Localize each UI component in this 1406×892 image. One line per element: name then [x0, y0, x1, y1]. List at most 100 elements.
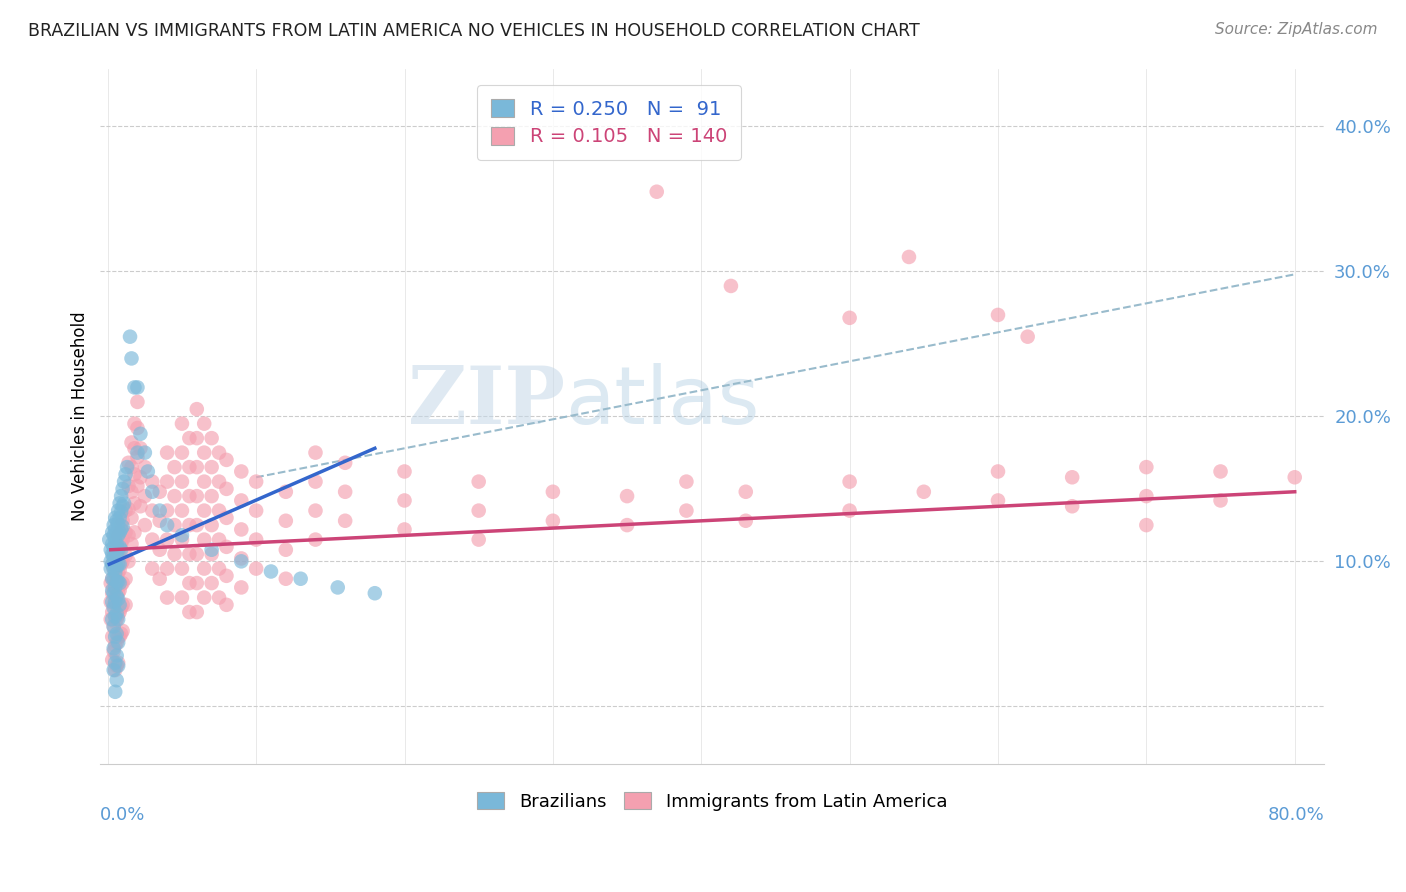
Point — [141, 561, 163, 575]
Point — [193, 533, 215, 547]
Point — [541, 484, 564, 499]
Point — [290, 572, 312, 586]
Point — [127, 380, 149, 394]
Point — [193, 561, 215, 575]
Point — [103, 518, 125, 533]
Point — [101, 525, 124, 540]
Point — [121, 460, 143, 475]
Point — [186, 489, 208, 503]
Point — [1135, 489, 1157, 503]
Point — [110, 523, 132, 537]
Point — [179, 547, 201, 561]
Point — [149, 514, 172, 528]
Point — [179, 489, 201, 503]
Point — [201, 518, 224, 533]
Point — [987, 308, 1010, 322]
Point — [117, 554, 139, 568]
Point — [134, 518, 156, 533]
Point — [149, 503, 172, 517]
Point — [104, 663, 127, 677]
Point — [104, 609, 127, 624]
Point — [103, 549, 125, 564]
Point — [231, 465, 253, 479]
Point — [110, 505, 132, 519]
Point — [101, 586, 124, 600]
Point — [108, 540, 131, 554]
Point — [108, 630, 131, 644]
Point — [105, 551, 128, 566]
Point — [149, 484, 172, 499]
Point — [114, 525, 136, 540]
Point — [1062, 500, 1084, 514]
Point — [107, 542, 129, 557]
Point — [107, 656, 129, 670]
Point — [156, 518, 179, 533]
Point — [394, 465, 416, 479]
Point — [103, 561, 125, 575]
Point — [208, 503, 231, 517]
Point — [141, 533, 163, 547]
Point — [104, 615, 127, 630]
Point — [675, 475, 697, 489]
Point — [105, 635, 128, 649]
Point — [101, 583, 124, 598]
Point — [124, 496, 146, 510]
Point — [179, 431, 201, 445]
Point — [170, 528, 193, 542]
Point — [134, 489, 156, 503]
Point — [103, 561, 125, 575]
Point — [103, 598, 125, 612]
Point — [1135, 460, 1157, 475]
Point — [105, 560, 128, 574]
Point — [104, 542, 127, 557]
Point — [124, 525, 146, 540]
Point — [1209, 465, 1232, 479]
Point — [104, 639, 127, 653]
Point — [364, 586, 387, 600]
Point — [111, 482, 134, 496]
Point — [838, 310, 860, 325]
Point — [186, 518, 208, 533]
Point — [170, 417, 193, 431]
Point — [141, 484, 163, 499]
Point — [231, 523, 253, 537]
Point — [110, 537, 132, 551]
Point — [304, 475, 326, 489]
Point — [101, 558, 124, 572]
Point — [136, 465, 159, 479]
Point — [107, 566, 129, 580]
Point — [127, 395, 149, 409]
Point — [129, 470, 152, 484]
Point — [127, 421, 149, 435]
Point — [101, 537, 124, 551]
Point — [201, 547, 224, 561]
Point — [912, 484, 935, 499]
Point — [260, 565, 283, 579]
Point — [186, 547, 208, 561]
Point — [107, 586, 129, 600]
Point — [117, 479, 139, 493]
Point — [104, 656, 127, 670]
Point — [105, 574, 128, 589]
Point — [179, 576, 201, 591]
Point — [186, 576, 208, 591]
Point — [215, 511, 238, 525]
Point — [541, 514, 564, 528]
Point — [108, 525, 131, 540]
Point — [108, 525, 131, 540]
Point — [208, 445, 231, 459]
Point — [107, 592, 129, 607]
Point — [104, 558, 127, 572]
Point — [193, 591, 215, 605]
Point — [156, 503, 179, 517]
Point — [156, 561, 179, 575]
Point — [201, 431, 224, 445]
Point — [101, 653, 124, 667]
Point — [193, 475, 215, 489]
Point — [394, 523, 416, 537]
Text: 80.0%: 80.0% — [1268, 806, 1324, 824]
Y-axis label: No Vehicles in Household: No Vehicles in Household — [72, 311, 89, 521]
Point — [103, 572, 125, 586]
Point — [274, 514, 297, 528]
Point — [118, 329, 141, 343]
